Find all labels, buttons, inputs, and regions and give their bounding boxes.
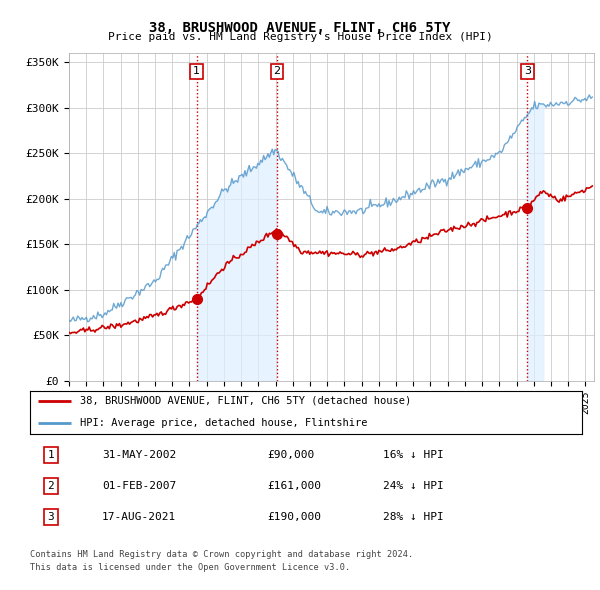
Text: 01-FEB-2007: 01-FEB-2007 bbox=[102, 481, 176, 491]
Text: Contains HM Land Registry data © Crown copyright and database right 2024.: Contains HM Land Registry data © Crown c… bbox=[30, 550, 413, 559]
Text: 2: 2 bbox=[47, 481, 55, 491]
Text: 31-MAY-2002: 31-MAY-2002 bbox=[102, 450, 176, 460]
Text: 16% ↓ HPI: 16% ↓ HPI bbox=[383, 450, 444, 460]
Text: 24% ↓ HPI: 24% ↓ HPI bbox=[383, 481, 444, 491]
Text: 17-AUG-2021: 17-AUG-2021 bbox=[102, 512, 176, 522]
Text: 38, BRUSHWOOD AVENUE, FLINT, CH6 5TY (detached house): 38, BRUSHWOOD AVENUE, FLINT, CH6 5TY (de… bbox=[80, 396, 411, 406]
Text: £161,000: £161,000 bbox=[268, 481, 322, 491]
Text: This data is licensed under the Open Government Licence v3.0.: This data is licensed under the Open Gov… bbox=[30, 563, 350, 572]
Text: 3: 3 bbox=[47, 512, 55, 522]
Text: 3: 3 bbox=[524, 66, 531, 76]
Text: 2: 2 bbox=[274, 66, 281, 76]
Text: 38, BRUSHWOOD AVENUE, FLINT, CH6 5TY: 38, BRUSHWOOD AVENUE, FLINT, CH6 5TY bbox=[149, 21, 451, 35]
Text: 28% ↓ HPI: 28% ↓ HPI bbox=[383, 512, 444, 522]
Text: 1: 1 bbox=[47, 450, 55, 460]
Text: HPI: Average price, detached house, Flintshire: HPI: Average price, detached house, Flin… bbox=[80, 418, 367, 428]
Text: 1: 1 bbox=[193, 66, 200, 76]
Text: £90,000: £90,000 bbox=[268, 450, 314, 460]
Text: £190,000: £190,000 bbox=[268, 512, 322, 522]
Text: Price paid vs. HM Land Registry's House Price Index (HPI): Price paid vs. HM Land Registry's House … bbox=[107, 32, 493, 42]
